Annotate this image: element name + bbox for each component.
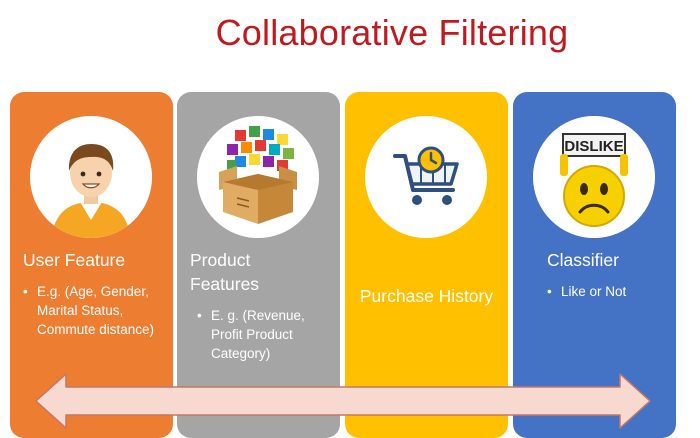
list-item: Like or Not (547, 282, 672, 301)
page-title-text: Collaborative Filtering (215, 12, 569, 53)
dislike-sign-icon: DISLIKE (533, 116, 655, 238)
dislike-sign-circle: DISLIKE (533, 116, 655, 238)
panel-user-feature-title: User Feature (23, 250, 126, 270)
panel-classifier-title: Classifier (547, 250, 619, 270)
user-avatar-circle (30, 116, 152, 238)
double-headed-arrow-icon (35, 373, 651, 429)
product-box-circle (197, 116, 319, 238)
panel-user-feature: User Feature E.g. (Age, Gender, Marital … (10, 92, 173, 438)
list-item: E. g. (Revenue, Profit Product Category) (197, 306, 337, 363)
list-item: E.g. (Age, Gender, Marital Status, Commu… (23, 282, 171, 339)
shopping-cart-clock-icon (365, 116, 487, 238)
panel-product-features-bullets: E. g. (Revenue, Profit Product Category) (197, 306, 337, 363)
page-title: Collaborative Filtering (0, 12, 700, 54)
panel-purchase-history-title: Purchase History (359, 286, 494, 306)
shopping-cart-circle (365, 116, 487, 238)
panel-user-feature-bullets: E.g. (Age, Gender, Marital Status, Commu… (23, 282, 171, 339)
panel-product-features-title: Product Features (190, 250, 260, 294)
panel-purchase-history: Purchase History (345, 92, 508, 438)
double-headed-arrow-shape (35, 373, 651, 429)
panel-classifier-bullets: Like or Not (547, 282, 672, 301)
panel-classifier: DISLIKE Classifier Like or Not (513, 92, 676, 438)
dislike-sign-text: DISLIKE (564, 138, 623, 155)
user-avatar-icon (30, 116, 152, 238)
product-box-icon (197, 116, 319, 238)
panel-product-features: Product Features E. g. (Revenue, Profit … (177, 92, 340, 438)
